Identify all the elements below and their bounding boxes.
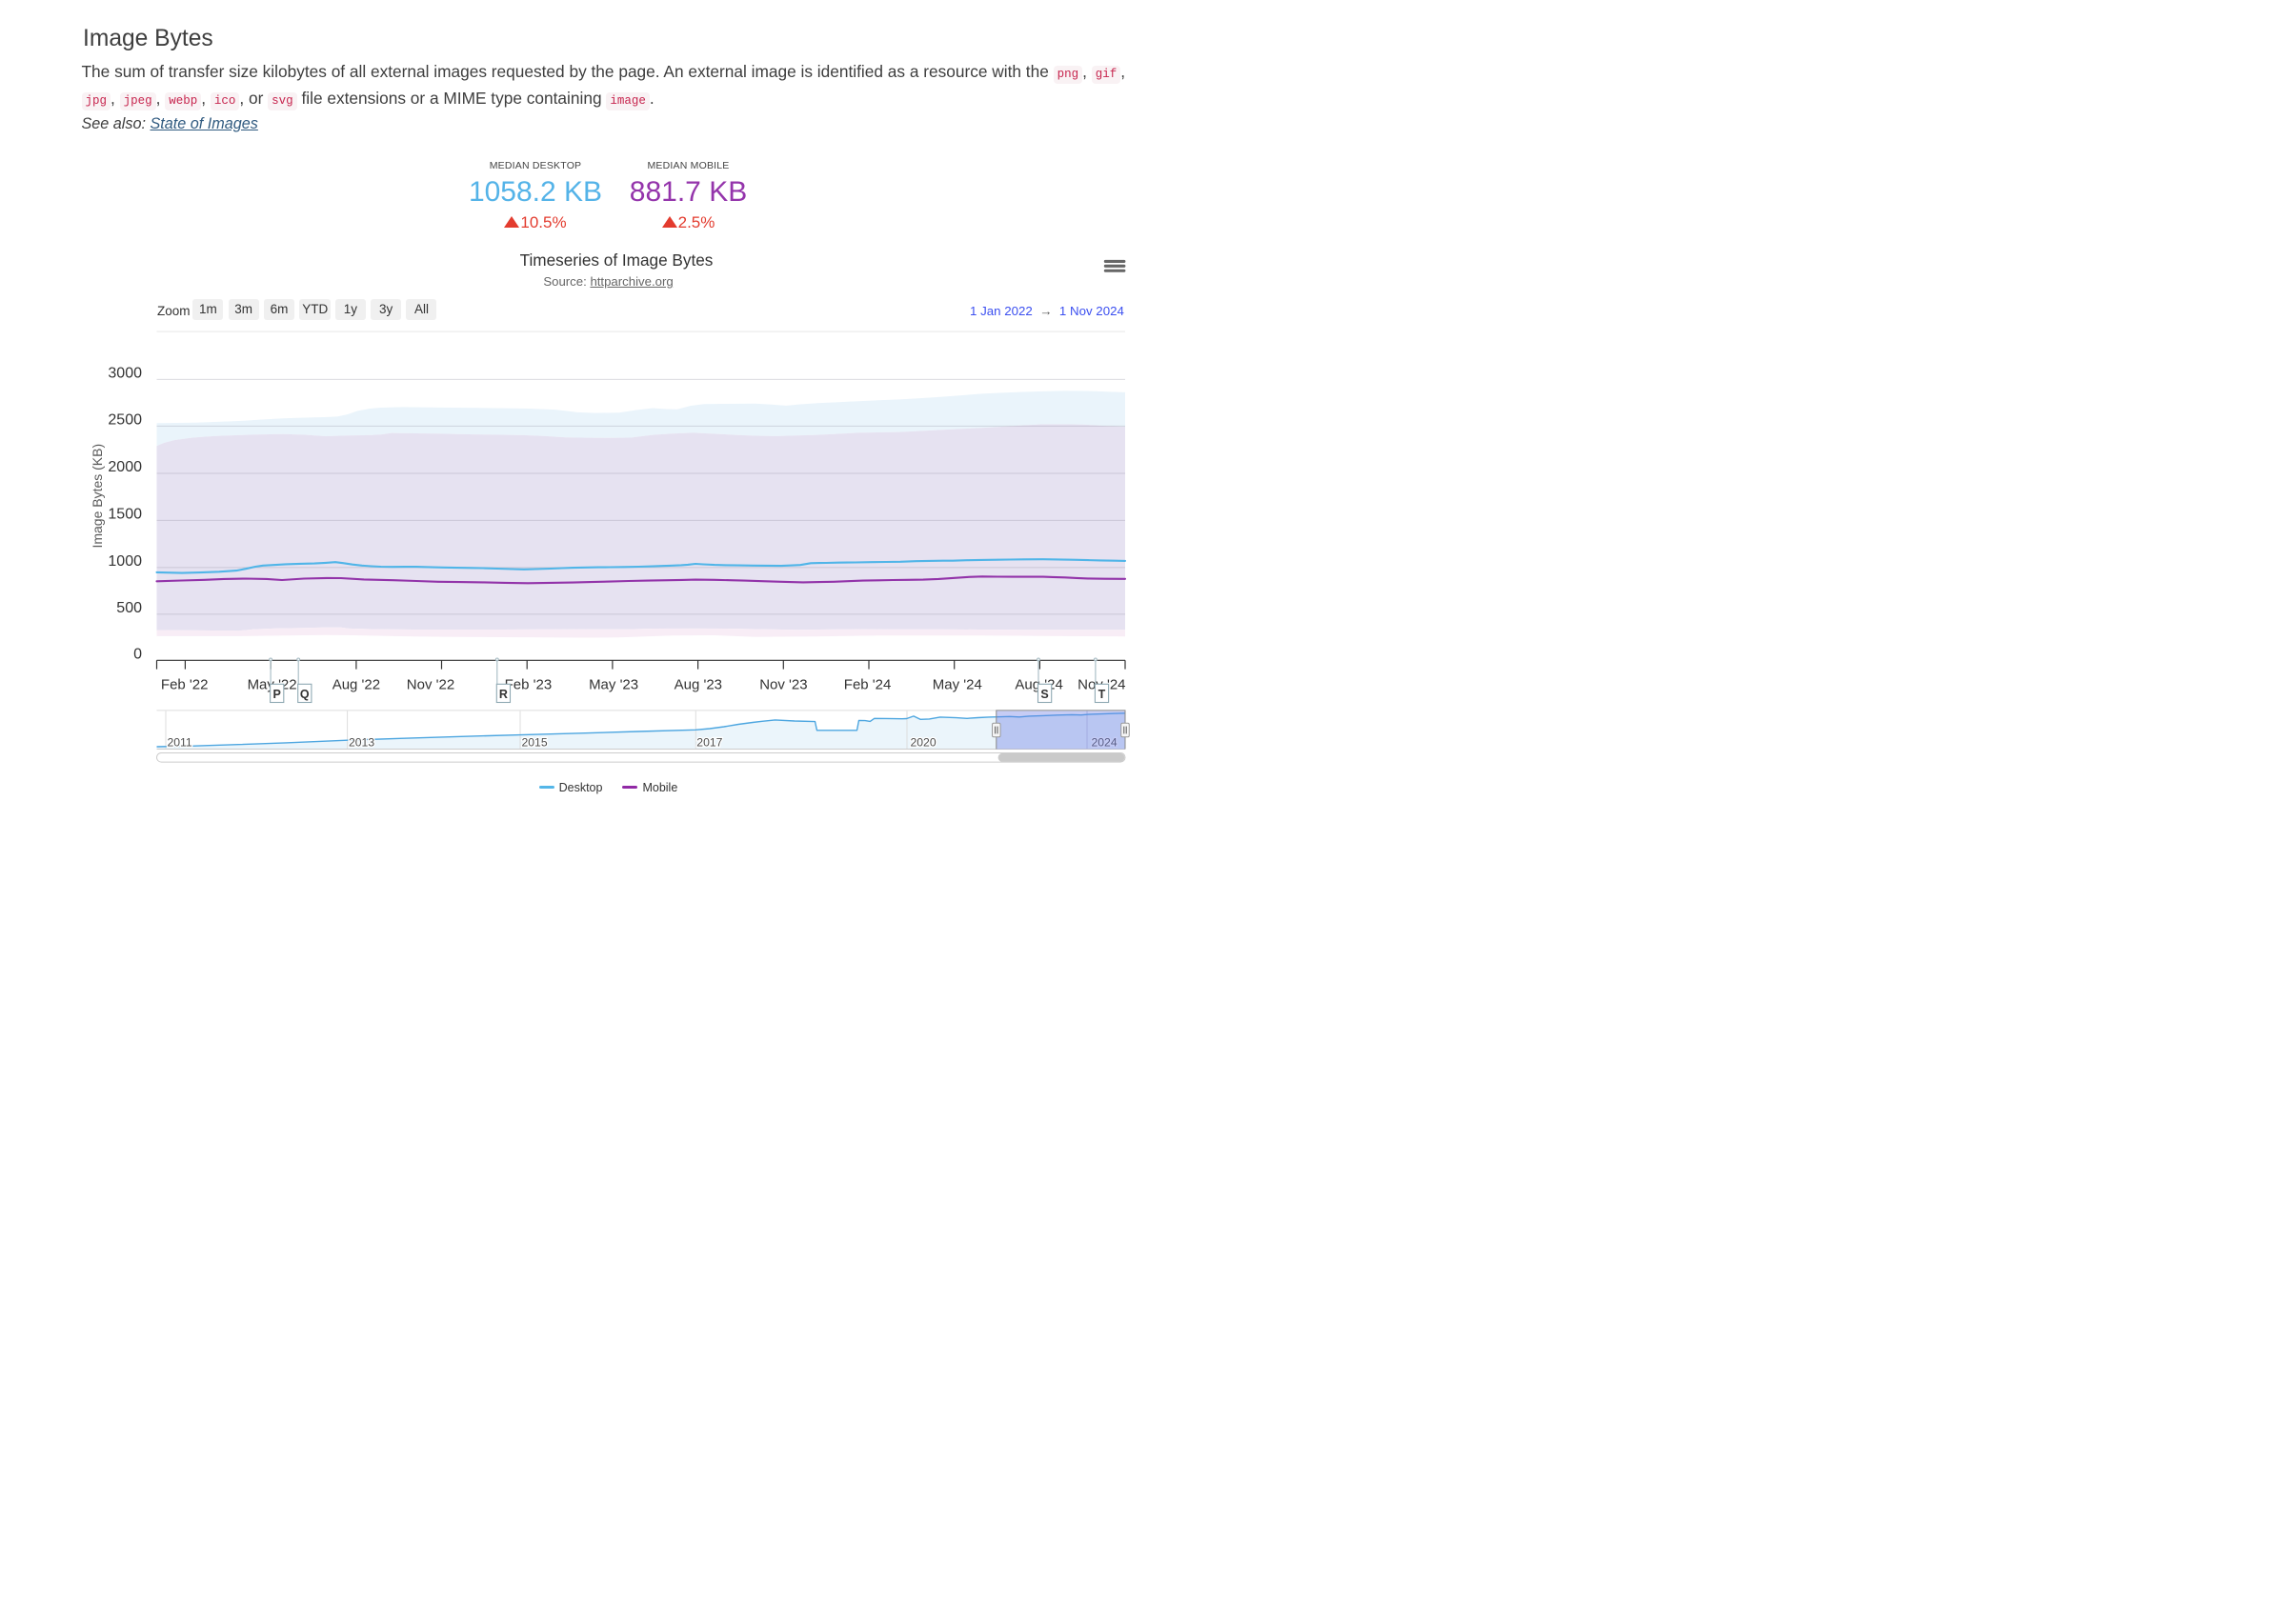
svg-text:P: P xyxy=(273,688,281,701)
svg-text:2015: 2015 xyxy=(522,736,548,750)
svg-text:2011: 2011 xyxy=(168,736,192,750)
svg-text:Aug '23: Aug '23 xyxy=(675,677,722,693)
svg-text:2020: 2020 xyxy=(911,736,937,750)
svg-text:500: 500 xyxy=(116,600,142,616)
svg-text:2013: 2013 xyxy=(349,736,374,750)
svg-text:Nov '23: Nov '23 xyxy=(759,677,807,693)
svg-text:Aug '22: Aug '22 xyxy=(332,677,380,693)
svg-text:2024: 2024 xyxy=(1092,736,1118,750)
svg-text:2000: 2000 xyxy=(108,459,142,475)
svg-text:Nov '22: Nov '22 xyxy=(407,677,454,693)
svg-text:Feb '22: Feb '22 xyxy=(161,677,209,693)
svg-text:May '23: May '23 xyxy=(589,677,638,693)
svg-text:Image Bytes (KB): Image Bytes (KB) xyxy=(90,444,105,549)
svg-text:T: T xyxy=(1098,688,1106,701)
svg-text:R: R xyxy=(499,688,508,701)
svg-text:3000: 3000 xyxy=(108,365,142,381)
svg-text:0: 0 xyxy=(133,646,142,662)
svg-text:2500: 2500 xyxy=(108,411,142,428)
svg-text:1500: 1500 xyxy=(108,506,142,522)
svg-text:Feb '23: Feb '23 xyxy=(505,677,553,693)
svg-text:Q: Q xyxy=(300,688,310,701)
svg-text:1000: 1000 xyxy=(108,553,142,570)
svg-text:Feb '24: Feb '24 xyxy=(844,677,892,693)
svg-text:S: S xyxy=(1040,688,1048,701)
svg-text:May '24: May '24 xyxy=(933,677,982,693)
svg-text:2017: 2017 xyxy=(696,736,722,750)
